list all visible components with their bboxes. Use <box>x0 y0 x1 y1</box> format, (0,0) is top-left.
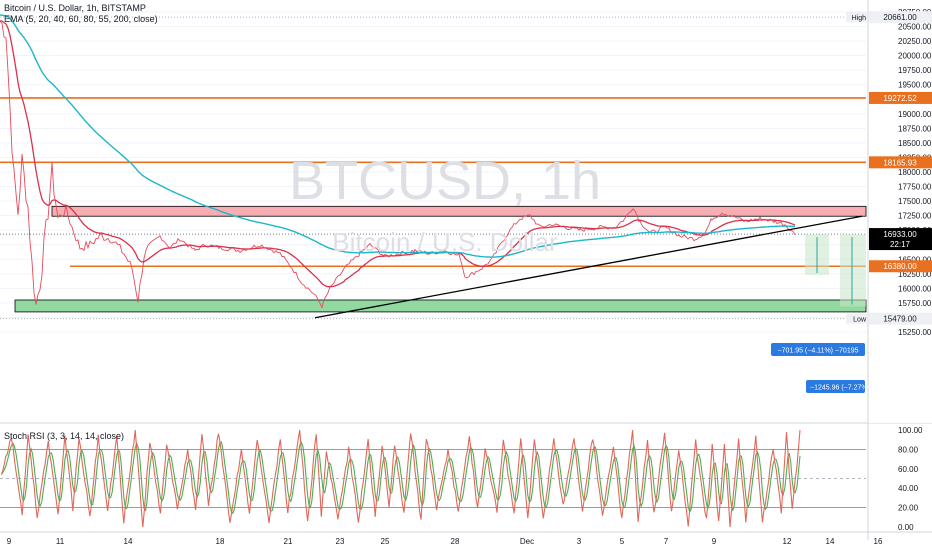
time-tick-label: 16 <box>874 537 883 546</box>
resistance-zone <box>51 205 867 217</box>
level-tag[interactable]: 19272.52 <box>869 91 932 104</box>
indicator-legend[interactable]: EMA (5, 20, 40, 60, 80, 55, 200, close) <box>4 14 158 24</box>
price-tick-label: 20250.00 <box>898 37 932 46</box>
chart-title: Bitcoin / U.S. Dollar, 1h, BITSTAMP <box>4 3 146 13</box>
price-axis[interactable]: 20750.0020500.0020250.0020000.0019750.00… <box>846 0 932 540</box>
watermark-name: Bitcoin / U.S. Dollar <box>332 227 558 257</box>
price-pane[interactable]: −701.95 (−4.11%) −70195 −1245.96 (−7.27%)… <box>0 11 932 424</box>
support-zone <box>14 299 867 313</box>
high-side-label: High <box>852 15 867 22</box>
rsi-tick-label: 0.00 <box>898 523 914 532</box>
level-tag-bg <box>869 156 932 169</box>
price-tick-label: 17500.00 <box>898 197 932 206</box>
time-tick-label: 9 <box>712 537 717 546</box>
time-tick-label: 12 <box>783 537 792 546</box>
time-axis: 9 11 14 18 21 23 25 28 Dec 3 5 7 9 12 14 16 <box>0 531 932 546</box>
measure-label-bg <box>806 380 865 393</box>
price-tick-label: 19750.00 <box>898 66 932 75</box>
rsi-tick-label: 80.00 <box>898 445 919 454</box>
rsi-tick-label: 40.00 <box>898 484 919 493</box>
price-tick-label: 19500.00 <box>898 81 932 90</box>
rsi-tick-label: 100.00 <box>898 426 923 435</box>
price-tick-label: 20500.00 <box>898 23 932 32</box>
stoch-legend[interactable]: Stoch RSI (3, 3, 14, 14, close) <box>4 431 125 441</box>
price-tick-label: 18750.00 <box>898 124 932 133</box>
measure-label-text: −1245.96 (−7.27%) −124596 <box>810 385 899 392</box>
measure-label-1[interactable]: −701.95 (−4.11%) −70195 <box>771 343 865 356</box>
price-tick-label: 19000.00 <box>898 110 932 119</box>
time-tick-label: 18 <box>216 537 225 546</box>
rsi-axis: 100.00 80.00 60.00 40.00 20.00 0.00 <box>898 426 923 532</box>
high-value-tag-text: 20661.00 <box>883 13 917 22</box>
price-tick-label: 16500.00 <box>898 255 932 264</box>
time-tick-label: 23 <box>336 537 345 546</box>
measure-area-2 <box>840 234 866 307</box>
high-value-tag[interactable]: 20661.00 <box>869 11 932 24</box>
level-tag[interactable]: 16380.00 <box>869 260 932 273</box>
measure-label-text: −701.95 (−4.11%) −70195 <box>777 348 858 355</box>
time-tick-label: 9 <box>7 537 12 546</box>
rsi-tick-label: 60.00 <box>898 465 919 474</box>
ascending-trendline <box>314 215 863 319</box>
level-tag-bg <box>869 260 932 273</box>
rsi-tick-label: 20.00 <box>898 504 919 513</box>
time-tick-label: 3 <box>577 537 582 546</box>
time-tick-label: 5 <box>620 537 625 546</box>
price-axis-bg <box>868 0 932 423</box>
price-tick-label: 18000.00 <box>898 168 932 177</box>
level-tag-text: 16380.00 <box>883 262 917 271</box>
price-tick-label: 18500.00 <box>898 139 932 148</box>
high-value-tag-bg <box>869 11 932 24</box>
time-tick-label: 21 <box>284 537 293 546</box>
time-tick-label: 11 <box>56 537 65 546</box>
measure-label-2[interactable]: −1245.96 (−7.27%) −124596 <box>806 380 899 393</box>
stoch-k-line <box>0 429 801 528</box>
time-tick-label: 14 <box>826 537 835 546</box>
time-tick-label: 14 <box>124 537 133 546</box>
level-tag[interactable]: 18165.93 <box>869 156 932 169</box>
level-tag-text: 18165.93 <box>883 158 917 167</box>
price-tick-label: 20000.00 <box>898 52 932 61</box>
watermark-symbol: BTCUSD, 1h <box>288 151 602 211</box>
current-price-text: 16933.00 <box>883 230 917 239</box>
time-tick-label: 7 <box>664 537 669 546</box>
low-value-tag-bg <box>869 312 932 325</box>
countdown-text: 22:17 <box>890 240 911 249</box>
time-tick-label: Dec <box>520 537 534 546</box>
price-tick-label: 17250.00 <box>898 212 932 221</box>
level-tag-text: 19272.52 <box>883 94 917 103</box>
current-price-bg <box>869 228 932 251</box>
ema-short-line <box>0 20 796 288</box>
price-tick-label: 17750.00 <box>898 183 932 192</box>
time-tick-label: 28 <box>451 537 460 546</box>
time-tick-label: 25 <box>381 537 390 546</box>
price-tick-label: 16250.00 <box>898 270 932 279</box>
price-tick-label: 16000.00 <box>898 284 932 293</box>
price-tick-label: 15750.00 <box>898 299 932 308</box>
low-side-label: Low <box>853 317 867 324</box>
measure-label-bg <box>771 343 865 356</box>
low-side-bg <box>846 313 867 324</box>
ema-200-line <box>0 14 796 258</box>
level-tag-bg <box>869 91 932 104</box>
low-value-tag[interactable]: 15479.00 <box>869 312 932 325</box>
stoch-pane[interactable] <box>0 429 866 528</box>
low-value-tag-text: 15479.00 <box>883 315 917 324</box>
price-tick-label: 15250.00 <box>898 328 932 337</box>
stoch-d-line <box>0 440 801 515</box>
high-side-bg <box>846 12 867 23</box>
